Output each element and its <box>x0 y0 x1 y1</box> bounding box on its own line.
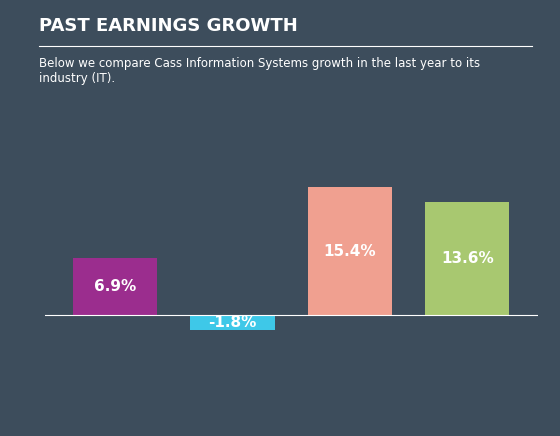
Text: PAST EARNINGS GROWTH: PAST EARNINGS GROWTH <box>39 17 298 34</box>
Text: 13.6%: 13.6% <box>441 251 493 266</box>
Bar <box>425 202 510 315</box>
Text: -1.8%: -1.8% <box>208 315 256 330</box>
Text: 15.4%: 15.4% <box>324 244 376 259</box>
Text: 6.9%: 6.9% <box>94 279 136 294</box>
Bar <box>73 258 157 315</box>
Text: Below we compare Cass Information Systems growth in the last year to its
industr: Below we compare Cass Information System… <box>39 57 480 85</box>
Bar <box>190 315 275 330</box>
Bar <box>307 187 392 315</box>
